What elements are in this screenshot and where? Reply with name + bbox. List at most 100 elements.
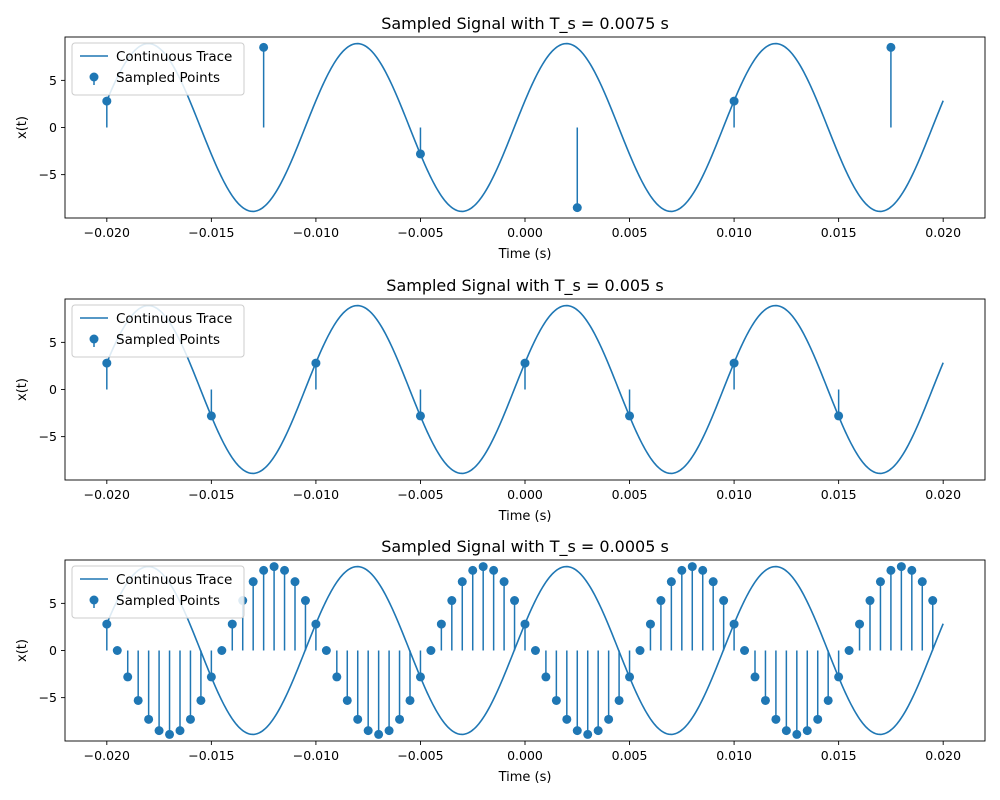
legend: Continuous Trace Sampled Points: [71, 565, 245, 619]
x-axis-label: Time (s): [498, 770, 552, 785]
y-tick-label: −5: [39, 690, 57, 705]
sample-point: [353, 714, 363, 724]
sample-point: [248, 577, 258, 587]
legend-marker-swatch: [89, 334, 99, 344]
sample-point: [917, 577, 927, 587]
sample-point: [311, 358, 321, 368]
x-tick-label: 0.005: [612, 225, 648, 240]
sample-point: [321, 646, 331, 655]
sample-point: [907, 565, 917, 575]
sample-point: [740, 646, 750, 655]
sample-point: [206, 411, 216, 421]
sample-point: [217, 646, 227, 655]
sample-point: [436, 619, 446, 629]
y-tick-label: 5: [49, 335, 57, 350]
sample-point: [457, 577, 467, 587]
sample-point: [792, 729, 802, 739]
legend-box: [71, 304, 245, 358]
sample-point: [781, 726, 791, 736]
sample-point: [583, 729, 593, 739]
x-tick-label: 0.020: [925, 225, 961, 240]
chart-title: Sampled Signal with T_s = 0.005 s: [386, 276, 663, 296]
sample-point: [133, 695, 143, 705]
sample-point: [280, 565, 290, 575]
x-tick-label: −0.020: [84, 748, 130, 763]
sample-point: [206, 672, 216, 682]
sample-point: [562, 714, 572, 724]
y-tick-label: −5: [39, 167, 57, 182]
legend: Continuous Trace Sampled Points: [71, 42, 245, 96]
sample-point: [896, 562, 906, 572]
sample-point: [813, 714, 823, 724]
sample-point: [332, 672, 342, 682]
sample-point: [708, 577, 718, 587]
continuous-trace-line: [106, 42, 944, 213]
x-tick-label: 0.015: [821, 748, 857, 763]
subplot-2: Sampled Signal with T_s = 0.005 s −0.020 −…: [15, 276, 986, 524]
sample-point: [802, 726, 812, 736]
sample-point: [144, 714, 154, 724]
sample-point: [405, 695, 415, 705]
sample-point: [185, 714, 195, 724]
sample-point: [102, 619, 112, 629]
sample-point: [342, 695, 352, 705]
x-tick-label: 0.005: [612, 748, 648, 763]
sample-point: [510, 596, 520, 606]
sample-point: [698, 565, 708, 575]
sample-point: [771, 714, 781, 724]
sample-point: [855, 619, 865, 629]
sample-point: [300, 596, 310, 606]
chart-title: Sampled Signal with T_s = 0.0005 s: [381, 537, 669, 557]
sample-point: [489, 565, 499, 575]
sample-point: [729, 96, 739, 106]
sample-point: [259, 42, 269, 52]
sample-point: [719, 596, 729, 606]
legend-label-continuous: Continuous Trace: [116, 572, 232, 588]
legend-box: [71, 42, 245, 96]
sample-point: [123, 672, 133, 682]
sample-point: [478, 562, 488, 572]
sample-point: [625, 411, 635, 421]
x-tick-label: −0.005: [397, 487, 443, 502]
x-axis-label: Time (s): [498, 509, 552, 524]
sample-point: [572, 203, 582, 213]
sample-point: [687, 562, 697, 572]
legend-marker-swatch: [89, 72, 99, 82]
sample-point: [520, 358, 530, 368]
legend-label-sampled: Sampled Points: [116, 70, 220, 86]
sample-point: [311, 619, 321, 629]
sample-point: [760, 695, 770, 705]
sample-point: [865, 596, 875, 606]
sample-point: [102, 358, 112, 368]
sample-point: [426, 646, 436, 655]
y-axis-label: x(t): [15, 116, 30, 139]
sample-point: [834, 411, 844, 421]
legend-marker-swatch: [89, 595, 99, 605]
sample-point: [415, 672, 425, 682]
subplot-3: Sampled Signal with T_s = 0.0005 s −0.020…: [15, 537, 986, 785]
x-tick-label: −0.015: [188, 487, 234, 502]
sample-point: [374, 729, 384, 739]
legend-label-sampled: Sampled Points: [116, 593, 220, 609]
y-tick-label: 0: [49, 643, 57, 658]
legend-box: [71, 565, 245, 619]
sample-point: [395, 714, 405, 724]
x-tick-label: −0.015: [188, 748, 234, 763]
subplot-1: Sampled Signal with T_s = 0.0075 s −0.020…: [15, 14, 986, 262]
x-tick-label: 0.000: [507, 748, 543, 763]
x-tick-label: 0.015: [821, 487, 857, 502]
sample-point: [259, 565, 269, 575]
sample-point: [645, 619, 655, 629]
sample-point: [875, 577, 885, 587]
sample-point: [677, 565, 687, 575]
sample-point: [886, 565, 896, 575]
sample-point: [625, 672, 635, 682]
sample-point: [635, 646, 645, 655]
sample-point: [729, 619, 739, 629]
sample-point: [530, 646, 540, 655]
sample-point: [928, 596, 938, 606]
x-tick-label: 0.010: [716, 748, 752, 763]
sample-point: [886, 42, 896, 52]
sample-point: [593, 726, 603, 736]
